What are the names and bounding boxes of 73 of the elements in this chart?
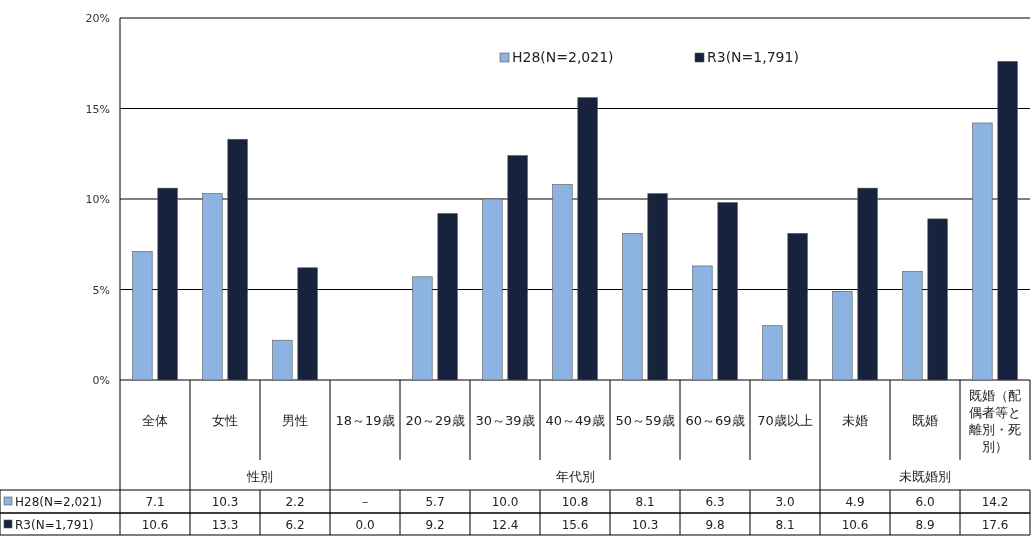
- data-label: 10.6: [841, 518, 869, 532]
- y-tick-label: 0%: [92, 374, 110, 387]
- x-tick-label: 女性: [212, 413, 238, 428]
- data-label: 9.8: [705, 518, 725, 532]
- bar: [997, 61, 1018, 381]
- x-tick-label: 40～49歳: [545, 413, 605, 428]
- text: 未既婚別: [899, 469, 951, 484]
- text: －: [359, 495, 371, 509]
- data-label: 3.0: [775, 495, 795, 509]
- bar: [622, 233, 643, 381]
- bar: [902, 271, 923, 381]
- bar: [717, 202, 738, 381]
- bar: [412, 276, 433, 381]
- data-label: 0.0: [355, 518, 375, 532]
- bar: [157, 187, 178, 381]
- data-label: 14.2: [981, 495, 1009, 509]
- bar: [297, 267, 318, 381]
- x-tick-label: 男性: [282, 413, 308, 428]
- bar: [577, 97, 598, 381]
- y-tick-label: 5%: [92, 283, 110, 297]
- bar: [272, 339, 293, 381]
- data-label: 10.8: [561, 495, 589, 509]
- data-label: 7.1: [145, 495, 165, 509]
- bar: [787, 233, 808, 381]
- x-tick-label: 50～59歳: [615, 413, 675, 428]
- bar: [762, 325, 783, 381]
- data-label: 10.0: [491, 495, 519, 509]
- x-tick-label: 20～29歳: [405, 413, 465, 428]
- data-label: 10.3: [631, 518, 659, 532]
- text: 年代別: [555, 469, 595, 484]
- legend-label: R3(N=1,791): [707, 49, 799, 65]
- bar: [132, 251, 153, 381]
- bar: [857, 187, 878, 381]
- data-label: 15.6: [561, 518, 589, 532]
- bar: [972, 122, 993, 381]
- bar: [927, 218, 948, 381]
- data-label: 4.9: [845, 495, 865, 509]
- x-tick-label: 18～19歳: [335, 413, 395, 428]
- x-tick-label: 60～69歳: [685, 413, 745, 428]
- bar: [832, 291, 853, 381]
- data-label: 8.1: [635, 495, 655, 509]
- data-label: 2.2: [285, 495, 305, 509]
- x-tick-label: 70歳以上: [757, 413, 813, 428]
- bar: [552, 184, 573, 381]
- bar: [692, 265, 713, 381]
- data-label: 5.7: [425, 495, 445, 509]
- x-tick-label: 既婚（配偶者等と離別・死別）: [969, 387, 1021, 454]
- bar: [507, 155, 528, 381]
- data-label: 6.2: [285, 518, 305, 532]
- bar: [482, 198, 503, 381]
- data-label: 13.3: [211, 518, 239, 532]
- x-tick-label: 全体: [142, 413, 168, 428]
- bar: [227, 138, 248, 381]
- data-label: 17.6: [981, 518, 1009, 532]
- data-label: 9.2: [425, 518, 445, 532]
- data-label: 6.3: [705, 495, 725, 509]
- y-tick-label: 20%: [85, 12, 110, 25]
- y-tick-label: 10%: [85, 193, 110, 206]
- data-label: 10.6: [141, 518, 169, 532]
- bar: [437, 213, 458, 381]
- bar: [647, 193, 668, 381]
- x-tick-label: 既婚: [912, 413, 938, 428]
- data-label: 8.9: [915, 518, 935, 532]
- bar: [202, 193, 223, 381]
- x-tick-label: 30～39歳: [475, 413, 535, 428]
- x-tick-label: 未婚: [842, 413, 868, 428]
- text: 性別: [246, 469, 273, 484]
- data-label: 8.1: [775, 518, 795, 532]
- data-label: 6.0: [915, 495, 935, 509]
- data-label: 12.4: [491, 518, 519, 532]
- legend-label: H28(N=2,021): [512, 49, 614, 65]
- y-tick-label: 15%: [85, 102, 110, 116]
- data-label: 10.3: [211, 495, 239, 509]
